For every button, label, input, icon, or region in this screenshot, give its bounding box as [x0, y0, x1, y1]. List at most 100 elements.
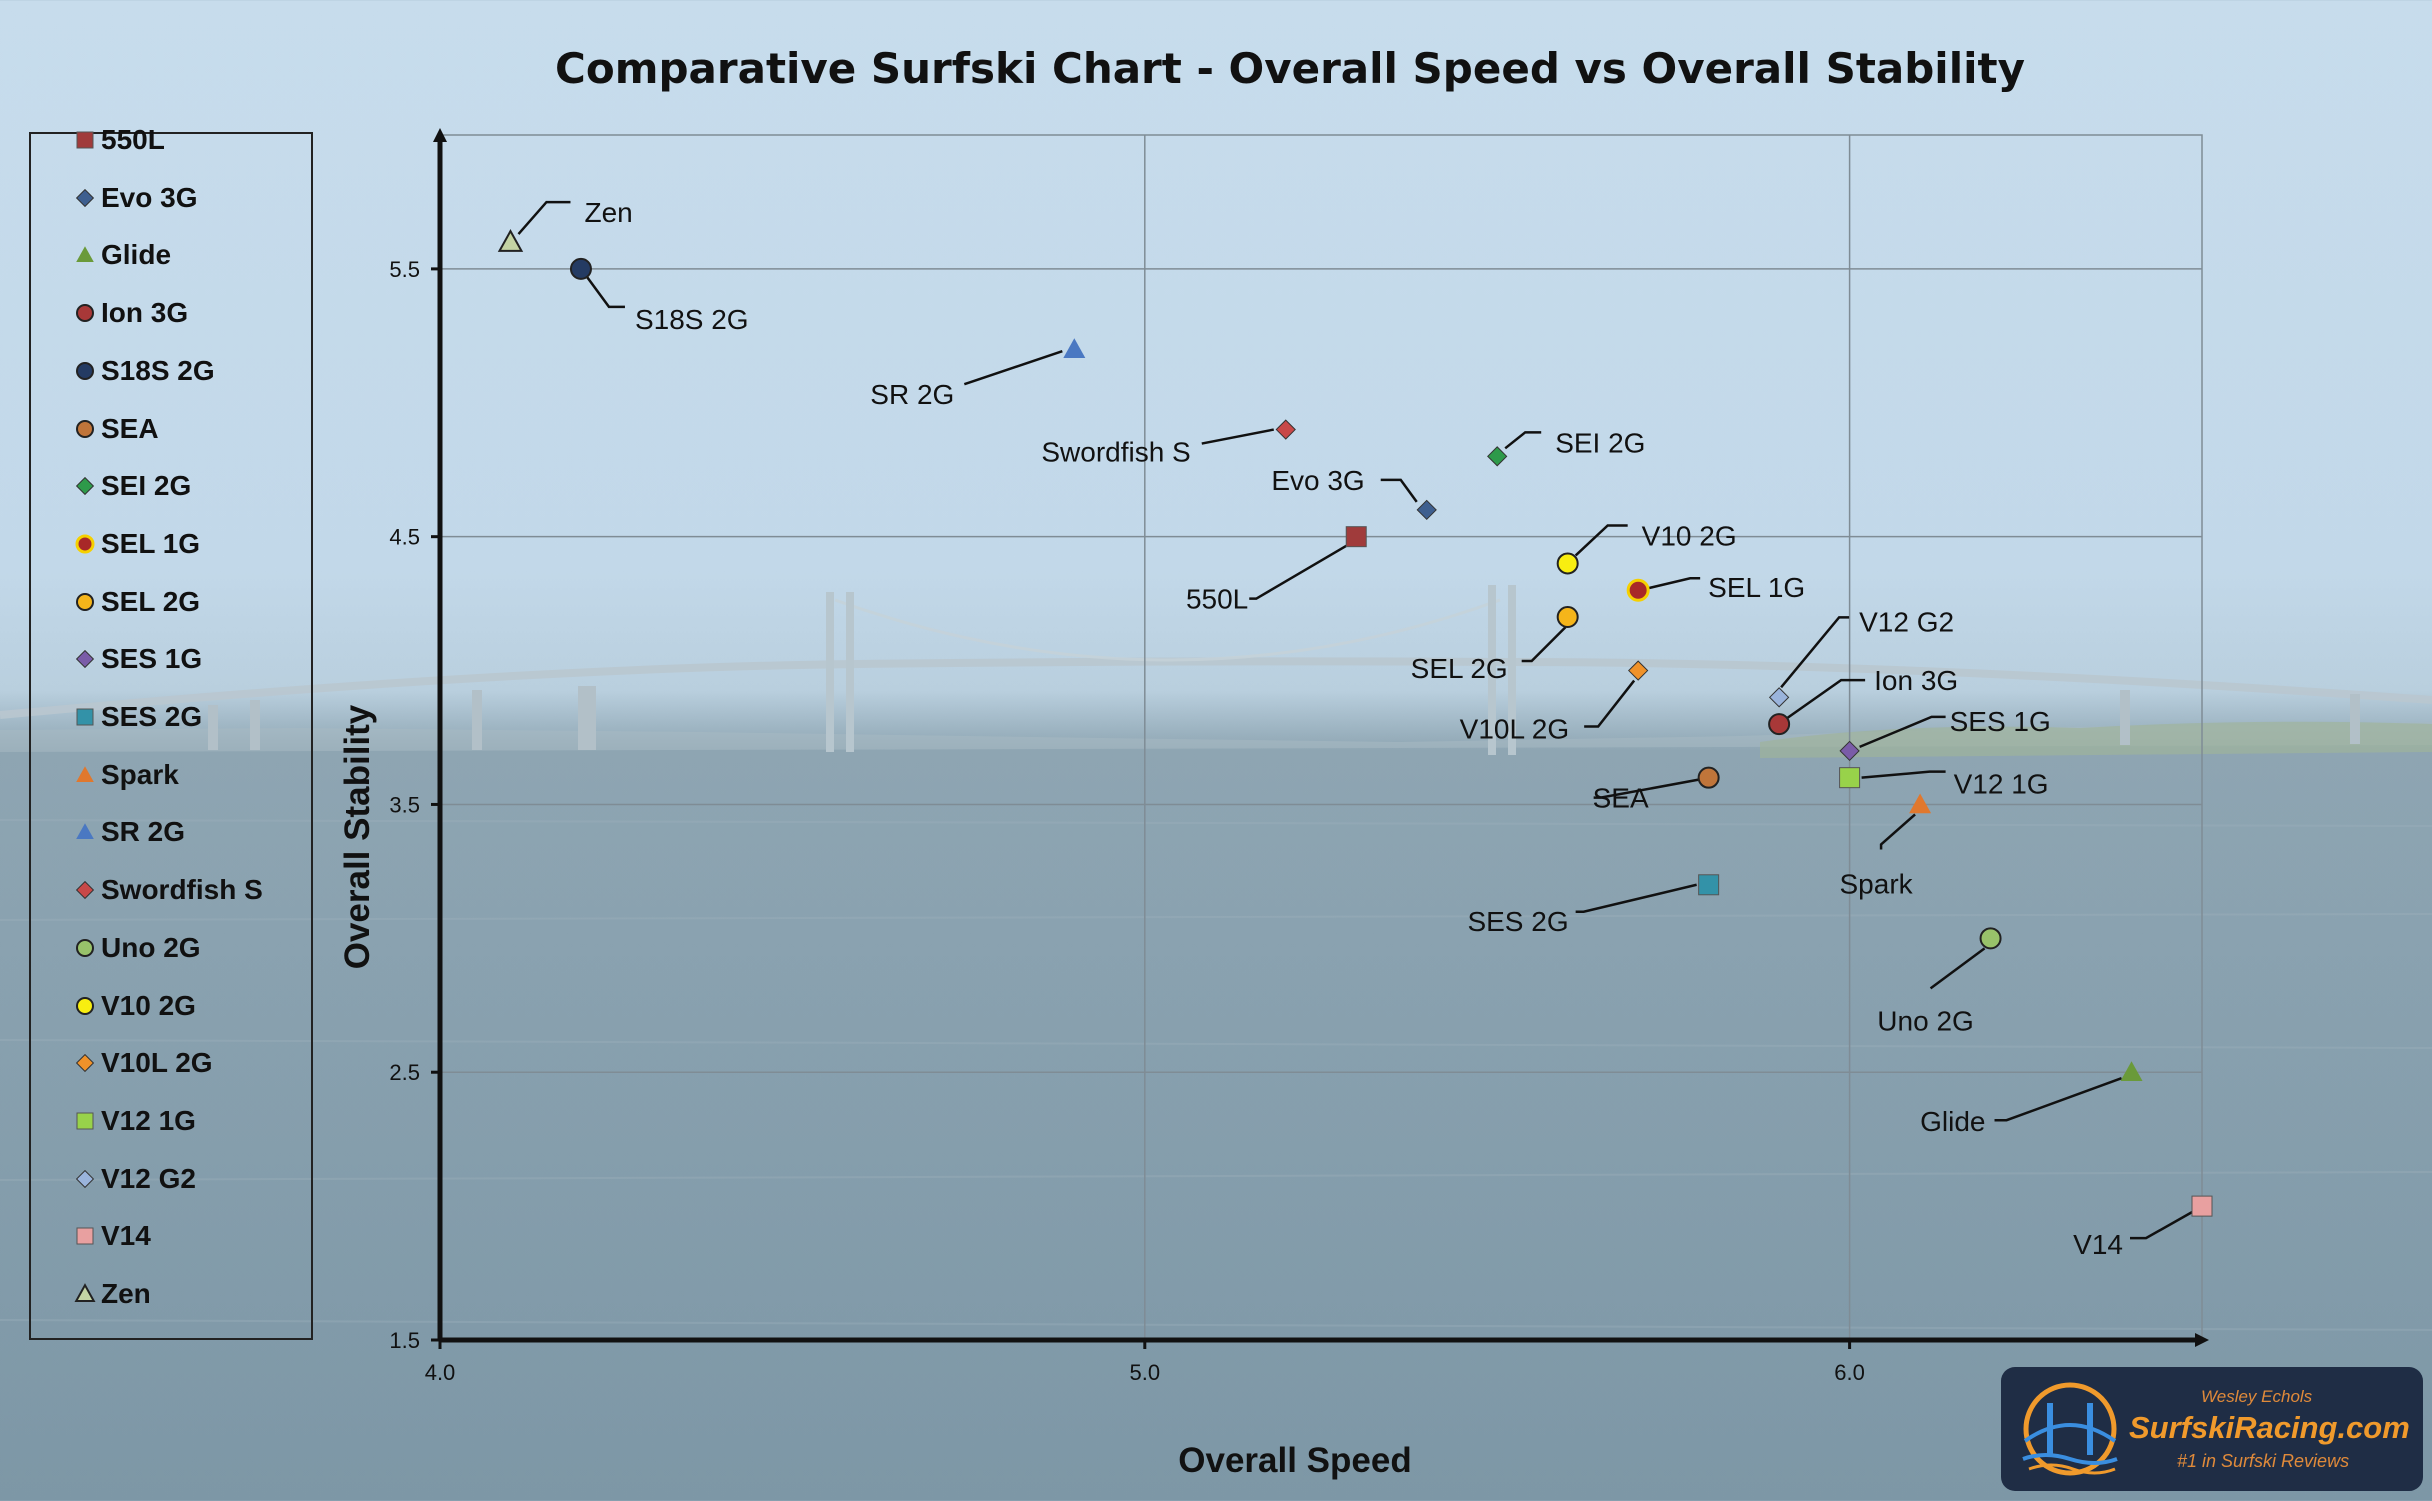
data-label-zen: Zen	[584, 197, 632, 228]
legend-item-v10l-2g: V10L 2G	[73, 1043, 213, 1083]
legend-marker-sel-1g	[75, 534, 95, 554]
legend-marker-swordfish-s	[75, 880, 95, 900]
point-v14	[2191, 1195, 2213, 1217]
legend-marker-sea	[76, 419, 94, 438]
legend-item-sr-2g: SR 2G	[73, 812, 185, 852]
point-spark	[1909, 793, 1932, 814]
legend-label: SES 1G	[101, 643, 203, 675]
legend-label: Spark	[101, 758, 179, 790]
legend-item-zen: Zen	[73, 1274, 151, 1314]
leader-line-v10l-2g	[1584, 679, 1636, 728]
legend-item-uno-2g: Uno 2G	[73, 928, 201, 968]
legend-item-glide: Glide	[73, 235, 171, 275]
legend-marker-evo-3g	[75, 188, 95, 207]
data-label-spark: Spark	[1840, 868, 1914, 899]
leader-lines	[517, 200, 2193, 1240]
point-glide	[2120, 1061, 2143, 1082]
point-sel-2g	[1556, 606, 1579, 628]
legend-item-v10-2g: V10 2G	[73, 986, 196, 1026]
point-ses-1g	[1839, 740, 1860, 762]
legend-marker-sel-2g	[76, 592, 94, 611]
leader-line-v12-g2	[1780, 616, 1850, 689]
legend-label: Swordfish S	[101, 874, 263, 906]
legend-marker-s18s-2g	[76, 361, 94, 380]
bridge-logo-icon	[2022, 1382, 2118, 1476]
legend: 550L Evo 3G Glide Ion 3G S18S 2G SEA SEI 2G SEL…	[29, 124, 313, 1340]
legend-marker-sei-2g	[75, 477, 95, 496]
legend-marker-550l	[76, 131, 94, 149]
legend-label: SEA	[101, 412, 159, 444]
legend-label: SEL 1G	[101, 527, 201, 559]
data-label-sel-1g: SEL 1G	[1708, 572, 1805, 603]
legend-item-sel-2g: SEL 2G	[73, 582, 200, 622]
data-label-swordfish-s: Swordfish S	[1041, 437, 1190, 468]
legend-label: V12 G2	[101, 1162, 196, 1194]
legend-label: 550L	[101, 124, 165, 155]
data-label-v10l-2g: V10L 2G	[1460, 714, 1569, 745]
legend-label: SES 2G	[101, 701, 203, 732]
leader-line-ses-1g	[1859, 715, 1946, 749]
data-label-sea: SEA	[1593, 783, 1649, 814]
point-s18s-2g	[569, 257, 592, 280]
leader-line-uno-2g	[1929, 947, 1986, 990]
y-tick-label: 5.5	[389, 257, 420, 282]
legend-item-evo-3g: Evo 3G	[73, 178, 197, 218]
y-tick-label: 4.5	[389, 525, 420, 550]
leader-line-evo-3g	[1380, 478, 1418, 503]
data-label-uno-2g: Uno 2G	[1877, 1005, 1974, 1036]
legend-item-sel-1g: SEL 1G	[73, 524, 200, 564]
legend-item-sei-2g: SEI 2G	[73, 466, 191, 506]
legend-item-sea: SEA	[73, 409, 159, 449]
data-label-sr-2g: SR 2G	[870, 379, 954, 410]
legend-marker-spark	[76, 765, 94, 782]
legend-item-550l: 550L	[73, 120, 165, 160]
legend-label: SEL 2G	[101, 585, 201, 617]
point-uno-2g	[1979, 927, 2002, 950]
legend-marker-v10l-2g	[75, 1054, 95, 1073]
legend-item-ses-2g: SES 2G	[73, 697, 202, 737]
data-label-v12-g2: V12 G2	[1859, 606, 1954, 637]
point-v10-2g	[1556, 552, 1579, 575]
leader-line-swordfish-s	[1201, 428, 1274, 445]
data-label-ses-2g: SES 2G	[1467, 906, 1568, 937]
legend-label: Ion 3G	[101, 297, 189, 329]
data-label-sel-2g: SEL 2G	[1411, 653, 1508, 684]
legend-marker-glide	[76, 246, 94, 263]
legend-item-ion-3g: Ion 3G	[73, 293, 188, 333]
legend-item-v14: V14	[73, 1216, 151, 1256]
leader-line-ses-2g	[1575, 883, 1697, 914]
point-550l	[1345, 526, 1367, 548]
point-sr-2g	[1063, 338, 1086, 359]
legend-label: V12 1G	[101, 1104, 196, 1136]
data-label-glide: Glide	[1920, 1106, 1985, 1137]
leader-line-sea	[1593, 778, 1699, 799]
data-label-v12-1g: V12 1G	[1954, 769, 2049, 800]
data-label-v14: V14	[2073, 1229, 2123, 1260]
legend-marker-sr-2g	[76, 823, 94, 840]
y-tick-label: 2.5	[389, 1060, 420, 1085]
legend-item-ses-1g: SES 1G	[73, 639, 202, 679]
leader-line-sel-1g	[1647, 576, 1701, 590]
leader-line-s18s-2g	[585, 276, 625, 309]
leader-line-ion-3g	[1786, 678, 1866, 720]
legend-label: SR 2G	[101, 816, 186, 848]
tick-labels: 4.0 5.0 6.0 1.5 2.5 3.5 4.5 5.5	[389, 257, 1864, 1385]
leader-line-v14	[2130, 1211, 2193, 1240]
data-labels: 550L Evo 3G Glide Ion 3G S18S 2G SEA SEI 2G SEL…	[584, 197, 2123, 1260]
legend-item-v12-g2: V12 G2	[73, 1159, 196, 1199]
legend-marker-v14	[76, 1227, 94, 1245]
legend-marker-uno-2g	[76, 938, 94, 957]
leader-line-zen	[517, 200, 571, 235]
point-sel-1g	[1626, 578, 1650, 602]
legend-label: Zen	[101, 1278, 151, 1309]
point-v10l-2g	[1628, 660, 1649, 681]
x-tick-label: 5.0	[1130, 1360, 1161, 1385]
legend-item-v12-1g: V12 1G	[73, 1101, 196, 1141]
data-label-s18s-2g: S18S 2G	[635, 304, 749, 335]
legend-marker-v12-1g	[76, 1112, 94, 1130]
legend-label: Uno 2G	[101, 931, 201, 963]
leader-line-glide	[1994, 1077, 2122, 1122]
leader-line-sr-2g	[963, 350, 1063, 386]
